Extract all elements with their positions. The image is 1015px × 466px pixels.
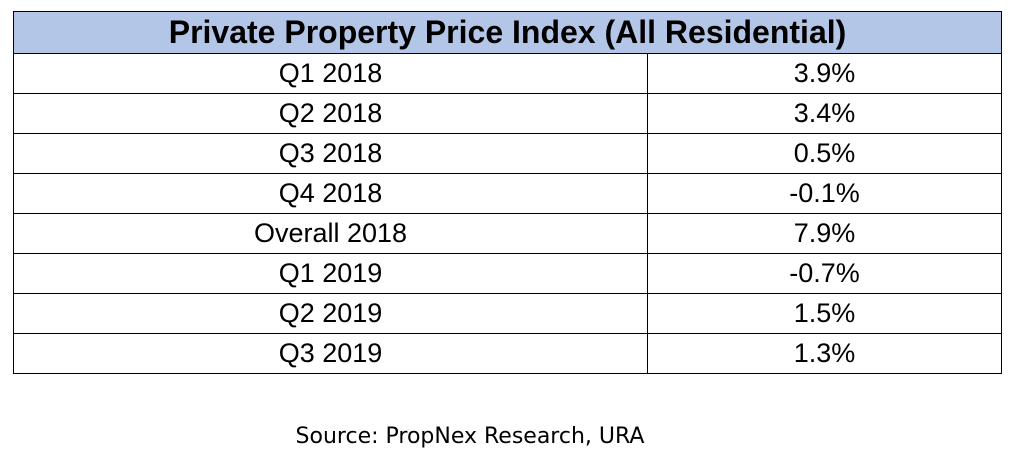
table-row: Overall 2018 7.9% [13,213,1002,254]
value-cell: 1.5% [647,293,1002,334]
table-body: Q1 2018 3.9% Q2 2018 3.4% Q3 2018 0.5% Q4 2018… [13,53,1002,374]
source-note: Source: PropNex Research, URA [295,424,645,449]
table-row: Q1 2018 3.9% [13,53,1002,94]
period-cell: Q3 2018 [13,133,648,174]
period-cell: Q2 2019 [13,293,648,334]
price-index-table: Private Property Price Index (All Reside… [13,11,1002,374]
period-cell: Q1 2019 [13,253,648,294]
table-header-row: Private Property Price Index (All Reside… [13,11,1002,54]
table-title: Private Property Price Index (All Reside… [13,11,1002,54]
value-cell: 3.4% [647,93,1002,134]
table-row: Q3 2018 0.5% [13,133,1002,174]
value-cell: 1.3% [647,333,1002,374]
value-cell: 7.9% [647,213,1002,254]
period-cell: Q3 2019 [13,333,648,374]
table-row: Q2 2018 3.4% [13,93,1002,134]
table-row: Q2 2019 1.5% [13,293,1002,334]
value-cell: 0.5% [647,133,1002,174]
table-row: Q4 2018 -0.1% [13,173,1002,214]
period-cell: Overall 2018 [13,213,648,254]
period-cell: Q4 2018 [13,173,648,214]
table-row: Q3 2019 1.3% [13,333,1002,374]
value-cell: -0.7% [647,253,1002,294]
period-cell: Q2 2018 [13,93,648,134]
period-cell: Q1 2018 [13,53,648,94]
table-row: Q1 2019 -0.7% [13,253,1002,294]
value-cell: -0.1% [647,173,1002,214]
value-cell: 3.9% [647,53,1002,94]
